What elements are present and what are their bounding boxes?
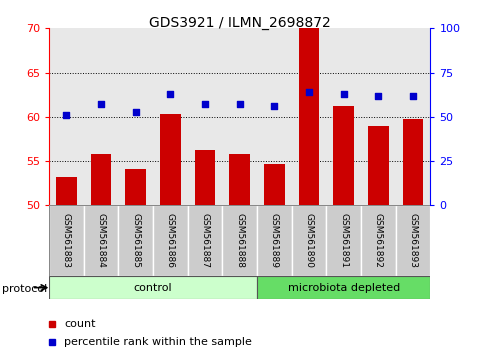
Point [270,103,278,109]
Point [339,91,347,97]
Text: GSM561888: GSM561888 [235,213,244,268]
Text: count: count [64,319,95,329]
Text: GSM561884: GSM561884 [96,213,105,268]
Text: GSM561893: GSM561893 [407,213,417,268]
Text: control: control [133,282,172,293]
FancyBboxPatch shape [360,205,395,276]
Point [235,102,243,107]
FancyBboxPatch shape [118,205,153,276]
Text: GSM561890: GSM561890 [304,213,313,268]
FancyBboxPatch shape [395,205,429,276]
FancyBboxPatch shape [256,205,291,276]
Point [62,112,70,118]
Text: GSM561886: GSM561886 [165,213,174,268]
Text: GSM561891: GSM561891 [339,213,347,268]
FancyBboxPatch shape [256,276,429,299]
Bar [56,177,77,205]
Text: percentile rank within the sample: percentile rank within the sample [64,337,251,348]
Point [201,102,208,107]
Bar [367,126,388,205]
Bar [194,150,215,205]
FancyBboxPatch shape [49,276,256,299]
FancyBboxPatch shape [222,205,256,276]
Text: GSM561885: GSM561885 [131,213,140,268]
Point [305,89,312,95]
Bar [229,154,249,205]
Bar [332,106,353,205]
Bar [90,154,111,205]
FancyBboxPatch shape [291,205,325,276]
FancyBboxPatch shape [187,205,222,276]
Point [408,93,416,98]
Text: protocol: protocol [2,284,48,293]
FancyBboxPatch shape [83,205,118,276]
Text: microbiota depleted: microbiota depleted [287,282,399,293]
Text: GSM561889: GSM561889 [269,213,278,268]
Text: GSM561887: GSM561887 [200,213,209,268]
Point [131,109,139,114]
Bar [160,114,180,205]
FancyBboxPatch shape [49,205,83,276]
Text: GSM561883: GSM561883 [61,213,71,268]
Text: GSM561892: GSM561892 [373,213,382,268]
Bar [402,119,423,205]
Point [374,93,382,98]
Text: GDS3921 / ILMN_2698872: GDS3921 / ILMN_2698872 [148,16,330,30]
Point [97,102,104,107]
Bar [298,28,319,205]
FancyBboxPatch shape [325,205,360,276]
FancyBboxPatch shape [153,205,187,276]
Bar [125,169,146,205]
Point [166,91,174,97]
Bar [264,164,284,205]
